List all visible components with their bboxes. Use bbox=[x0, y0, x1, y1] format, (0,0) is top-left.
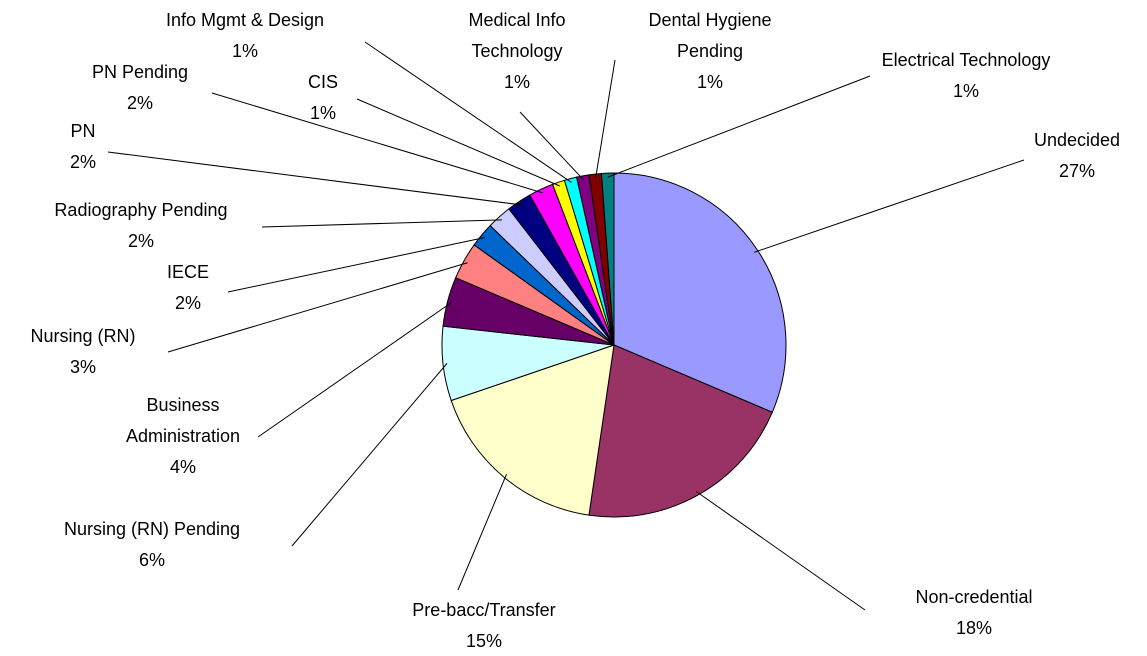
leader-line bbox=[595, 59, 616, 179]
value-label: 1% bbox=[696, 72, 723, 92]
category-name: PN Pending bbox=[91, 62, 189, 82]
leader-line bbox=[291, 363, 448, 547]
slice-label: Nursing (RN) Pending 6% bbox=[64, 514, 240, 576]
category-name: Undecided bbox=[1033, 130, 1121, 150]
leader-line bbox=[167, 262, 468, 353]
pie-slice bbox=[600, 172, 615, 346]
leader-line bbox=[211, 92, 543, 194]
leader-line bbox=[695, 491, 866, 611]
value-label: 2% bbox=[174, 293, 202, 313]
slice-label: CIS 1% bbox=[308, 67, 338, 129]
category-name: Electrical Technology bbox=[881, 50, 1051, 70]
category-name: PN bbox=[70, 121, 96, 141]
slice-label: Dental Hygiene Pending 1% bbox=[620, 5, 800, 98]
slice-label: Business Administration 4% bbox=[108, 390, 258, 483]
category-name: Pre-bacc/Transfer bbox=[412, 600, 556, 620]
slice-label: Non-credential 18% bbox=[915, 582, 1032, 644]
leader-line bbox=[257, 302, 452, 438]
category-name: Business Administration bbox=[125, 395, 241, 446]
value-label: 1% bbox=[952, 81, 980, 101]
leader-line bbox=[753, 159, 1025, 253]
slice-label: PN 2% bbox=[70, 116, 96, 178]
category-name: Non-credential bbox=[915, 587, 1033, 607]
category-name: Nursing (RN) Pending bbox=[63, 519, 241, 539]
value-label: 1% bbox=[231, 41, 258, 61]
leader-line bbox=[519, 111, 584, 181]
value-label: 1% bbox=[309, 103, 337, 123]
value-label: 15% bbox=[465, 631, 503, 651]
leader-line bbox=[107, 151, 522, 206]
value-label: 2% bbox=[127, 231, 155, 251]
category-name: Info Mgmt & Design bbox=[165, 10, 325, 30]
value-label: 27% bbox=[1058, 161, 1096, 181]
category-name: IECE bbox=[166, 262, 210, 282]
slice-label: Pre-bacc/Transfer 15% bbox=[412, 595, 555, 656]
value-label: 2% bbox=[69, 152, 97, 172]
category-name: Medical Info Technology bbox=[468, 10, 566, 61]
leader-line bbox=[227, 237, 485, 293]
slice-label: IECE 2% bbox=[167, 257, 209, 319]
leader-line bbox=[356, 98, 560, 187]
category-name: Radiography Pending bbox=[54, 200, 228, 220]
slice-label: Undecided 27% bbox=[1034, 125, 1120, 187]
slice-label: Nursing (RN) 3% bbox=[30, 321, 135, 383]
value-label: 2% bbox=[126, 93, 154, 113]
value-label: 18% bbox=[955, 618, 993, 638]
value-label: 4% bbox=[169, 457, 196, 477]
category-name: CIS bbox=[307, 72, 339, 92]
value-label: 3% bbox=[69, 357, 97, 377]
slice-label: Info Mgmt & Design 1% bbox=[166, 5, 324, 67]
slice-label: PN Pending 2% bbox=[92, 57, 188, 119]
leader-line bbox=[457, 473, 507, 591]
leader-line bbox=[364, 41, 572, 183]
category-name: Nursing (RN) bbox=[30, 326, 136, 346]
pie-slice bbox=[588, 344, 773, 518]
value-label: 1% bbox=[503, 72, 530, 92]
pie-slice bbox=[450, 344, 615, 516]
slice-label: Radiography Pending 2% bbox=[54, 195, 227, 257]
leader-line bbox=[261, 219, 502, 228]
value-label: 6% bbox=[138, 550, 166, 570]
category-name: Dental Hygiene Pending bbox=[648, 10, 772, 61]
slice-label: Electrical Technology 1% bbox=[882, 45, 1051, 107]
leader-line bbox=[607, 75, 871, 178]
pie-slice bbox=[613, 172, 787, 413]
slice-label: Medical Info Technology 1% bbox=[447, 5, 587, 98]
